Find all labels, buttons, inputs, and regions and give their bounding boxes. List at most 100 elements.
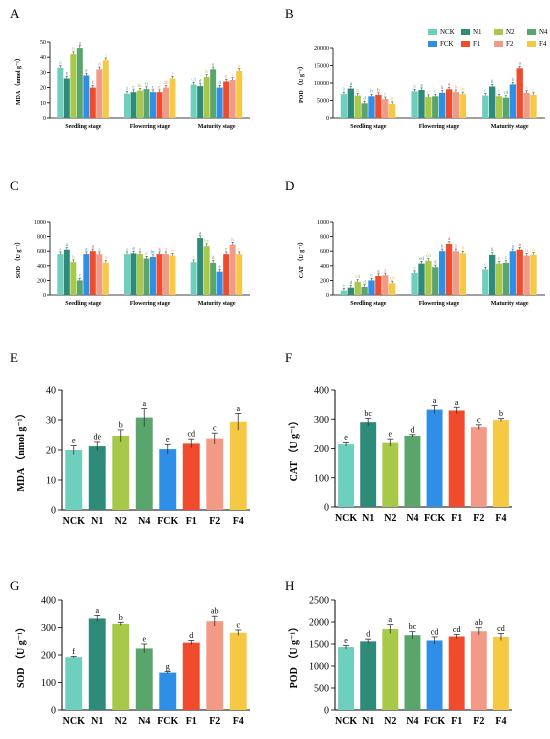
significance-letter: b: [72, 47, 75, 52]
bar-fck: [426, 640, 443, 710]
group-label: Flowering stage: [419, 124, 460, 130]
significance-letter: c: [498, 257, 501, 262]
significance-letter: ab: [211, 607, 219, 616]
bar-f4: [530, 94, 537, 118]
significance-letter: d: [363, 97, 366, 102]
significance-letter: c: [484, 89, 487, 94]
significance-letter: c: [232, 73, 235, 78]
category-label: F4: [233, 516, 244, 527]
significance-letter: b: [145, 82, 148, 87]
group-label: Seedling stage: [350, 124, 387, 130]
bar-f1: [516, 68, 523, 118]
bar-n2: [137, 90, 143, 118]
bar-f1: [448, 410, 465, 507]
significance-letter: b: [119, 420, 123, 429]
significance-letter: a: [95, 606, 99, 615]
significance-letter: bc: [151, 250, 157, 255]
bar-nck: [190, 84, 197, 118]
bar-f1: [156, 254, 163, 295]
significance-letter: b: [455, 86, 458, 91]
bar-f1: [375, 94, 382, 118]
bar-nck: [482, 269, 489, 295]
y-tick-label: 600: [320, 249, 329, 255]
bar-f4: [236, 70, 243, 118]
significance-letter: d: [98, 63, 101, 68]
y-axis-label: MDA （nmol g⁻¹）: [14, 408, 27, 491]
group-label: Seedling stage: [350, 301, 387, 307]
bar-f4: [459, 253, 467, 295]
y-tick-label: 10: [40, 101, 46, 107]
bar-n4: [432, 267, 439, 295]
bar-f1: [223, 81, 230, 118]
bar-n1: [88, 446, 106, 510]
bar-n1: [347, 287, 355, 295]
bar-fck: [509, 84, 517, 118]
bar-fck: [159, 449, 177, 510]
significance-letter: a: [79, 41, 82, 46]
y-tick-label: 200: [320, 278, 329, 284]
bar-f4: [169, 255, 176, 295]
y-tick-label: 0: [326, 116, 329, 122]
significance-letter: c: [145, 252, 148, 257]
significance-letter: c: [105, 53, 108, 58]
significance-letter: a: [433, 396, 437, 405]
legend-label: N2: [506, 28, 515, 36]
bar-f1: [516, 249, 523, 295]
bar-nck: [124, 93, 130, 118]
bar-nck: [340, 94, 348, 118]
legend-label: F4: [539, 40, 547, 48]
bar-n1: [197, 86, 204, 118]
bar-nck: [340, 290, 348, 295]
bar-n4: [143, 89, 150, 118]
category-label: F4: [495, 716, 506, 727]
panel-letter: D: [285, 178, 294, 193]
y-tick-label: 2500: [309, 596, 329, 607]
category-label: N2: [115, 716, 127, 727]
panel-letter: C: [10, 178, 19, 193]
y-tick-label: 400: [320, 264, 329, 270]
bar-n2: [354, 95, 361, 118]
significance-letter: c: [498, 90, 501, 95]
significance-letter: a: [171, 72, 174, 77]
category-label: FCK: [424, 513, 445, 524]
significance-letter: d: [434, 261, 437, 266]
legend-label: N4: [539, 28, 548, 36]
bar-f1: [375, 276, 382, 295]
significance-letter: d: [366, 630, 370, 639]
significance-letter: g: [166, 662, 170, 671]
significance-letter: cd: [453, 625, 461, 634]
bar-f2: [523, 255, 530, 295]
significance-letter: e: [219, 265, 222, 270]
significance-letter: a: [199, 231, 202, 236]
bar-n4: [210, 262, 217, 295]
bar-f2: [206, 621, 224, 710]
bar-f2: [96, 254, 103, 295]
y-tick-label: 0: [51, 706, 56, 717]
legend-label: NCK: [440, 28, 455, 36]
significance-letter: a: [236, 404, 240, 413]
category-label: F1: [451, 716, 462, 727]
bar-n2: [382, 442, 399, 507]
category-label: N4: [406, 716, 418, 727]
bar-fck: [216, 87, 223, 118]
bar-nck: [482, 95, 489, 118]
significance-letter: c: [532, 88, 535, 93]
significance-letter: b: [231, 238, 234, 243]
significance-letter: a: [350, 82, 353, 87]
significance-letter: c: [238, 247, 241, 252]
bar-fck: [216, 271, 223, 295]
y-tick-label: 10: [46, 476, 56, 487]
legend-label: N1: [473, 28, 482, 36]
group-label: Flowering stage: [130, 124, 171, 130]
significance-letter: b: [105, 256, 108, 261]
significance-letter: cd: [355, 275, 360, 280]
y-tick-label: 300: [41, 623, 56, 634]
bar-fck: [83, 254, 90, 295]
bar-f2: [206, 438, 224, 510]
significance-letter: a: [519, 62, 522, 67]
group-label: Maturity stage: [491, 124, 529, 130]
category-label: N2: [115, 516, 127, 527]
